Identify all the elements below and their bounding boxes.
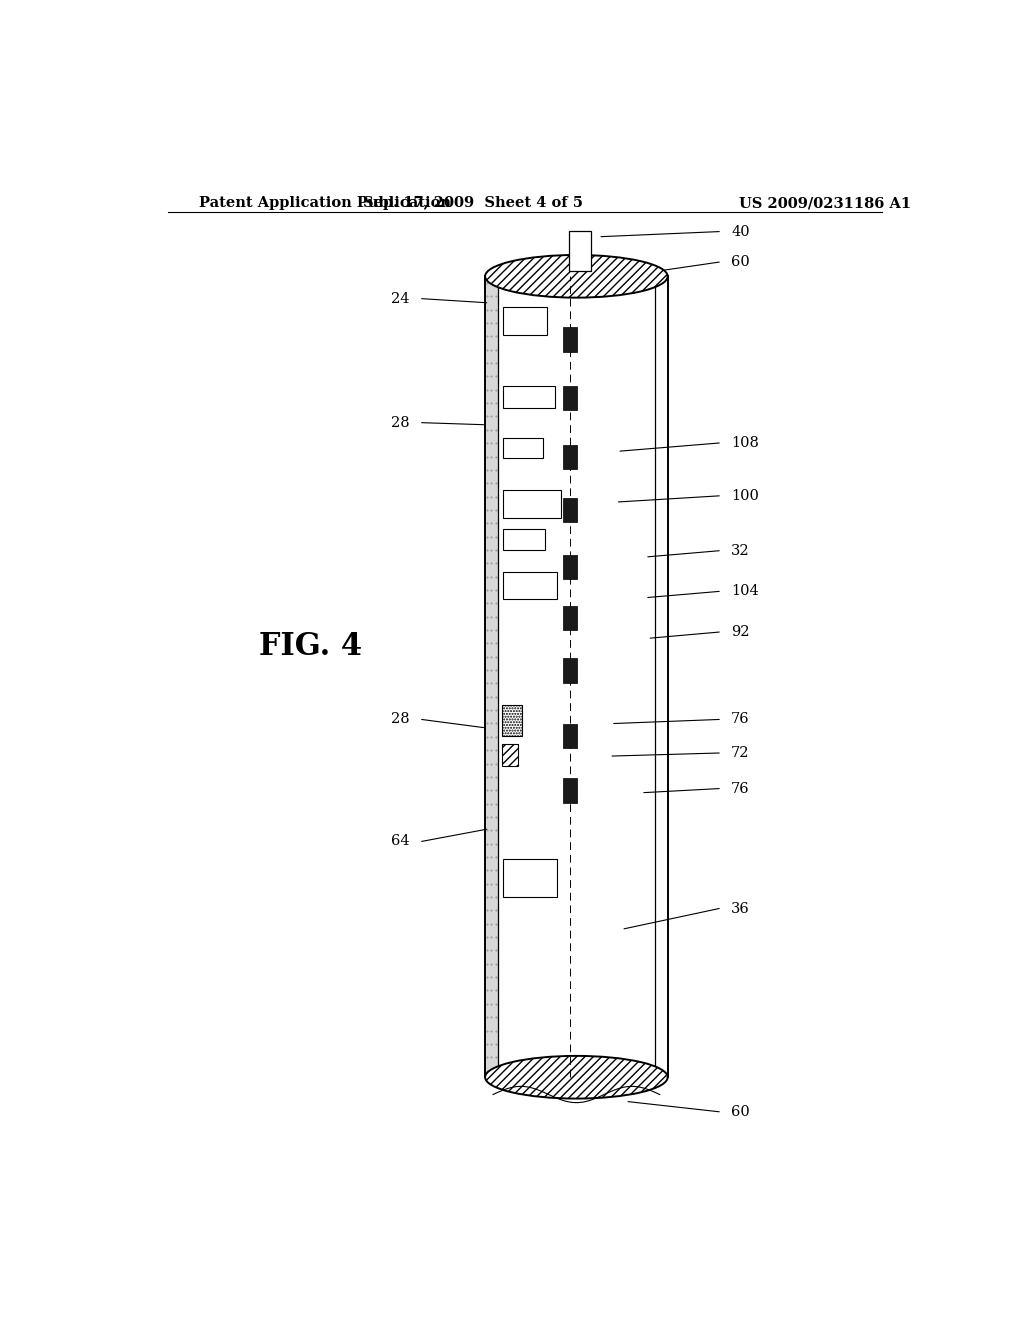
Polygon shape xyxy=(504,438,543,458)
Text: 36: 36 xyxy=(731,902,750,916)
Polygon shape xyxy=(563,723,578,748)
Polygon shape xyxy=(563,554,578,579)
Polygon shape xyxy=(563,659,578,682)
Polygon shape xyxy=(563,606,578,630)
Text: 76: 76 xyxy=(731,713,750,726)
Polygon shape xyxy=(504,385,555,408)
Text: 32: 32 xyxy=(731,544,750,558)
Polygon shape xyxy=(502,744,518,766)
Text: FIG. 4: FIG. 4 xyxy=(259,631,362,661)
Text: Patent Application Publication: Patent Application Publication xyxy=(200,195,452,210)
Text: 40: 40 xyxy=(731,224,750,239)
Text: 104: 104 xyxy=(731,585,759,598)
Text: 108: 108 xyxy=(731,436,759,450)
Ellipse shape xyxy=(485,255,668,297)
Text: 24: 24 xyxy=(391,292,410,306)
Text: 64: 64 xyxy=(391,834,410,849)
Polygon shape xyxy=(563,385,578,411)
Polygon shape xyxy=(563,327,578,351)
Polygon shape xyxy=(485,276,668,1077)
Polygon shape xyxy=(563,779,578,803)
Polygon shape xyxy=(504,572,557,598)
Text: 60: 60 xyxy=(731,1105,750,1119)
Ellipse shape xyxy=(485,1056,668,1098)
Text: 92: 92 xyxy=(731,626,750,639)
Polygon shape xyxy=(563,445,578,470)
Polygon shape xyxy=(485,276,498,1077)
Polygon shape xyxy=(504,306,547,335)
Text: 28: 28 xyxy=(391,713,410,726)
Text: 60: 60 xyxy=(731,255,750,269)
Text: 72: 72 xyxy=(731,746,750,760)
Polygon shape xyxy=(569,231,592,271)
Text: 100: 100 xyxy=(731,488,759,503)
Text: US 2009/0231186 A1: US 2009/0231186 A1 xyxy=(739,195,911,210)
Polygon shape xyxy=(504,490,560,519)
Text: Sep. 17, 2009  Sheet 4 of 5: Sep. 17, 2009 Sheet 4 of 5 xyxy=(364,195,584,210)
Polygon shape xyxy=(563,498,578,523)
Text: 76: 76 xyxy=(731,781,750,796)
Polygon shape xyxy=(502,705,521,735)
Polygon shape xyxy=(504,529,545,549)
Polygon shape xyxy=(504,859,557,898)
Text: 28: 28 xyxy=(391,416,410,430)
